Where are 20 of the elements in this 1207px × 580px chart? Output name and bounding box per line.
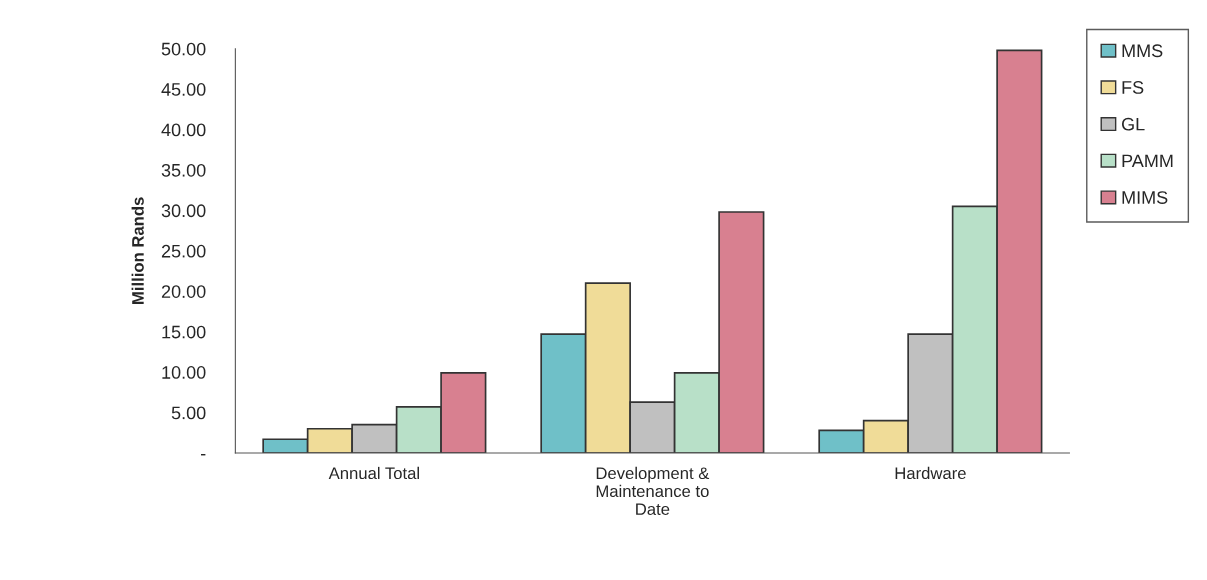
legend-label: MMS xyxy=(1122,44,1163,58)
y-tick-label: 30.00 xyxy=(161,204,206,218)
y-axis-title: Million Rands xyxy=(131,197,144,304)
legend-label: FS xyxy=(1122,81,1144,94)
y-tick-label: - xyxy=(200,454,206,456)
x-tick-label: Hardware xyxy=(895,466,966,480)
legend-label: PAMM xyxy=(1122,154,1173,168)
y-tick-label: 25.00 xyxy=(161,244,206,258)
y-tick-label: 45.00 xyxy=(161,83,206,96)
y-tick-label: 20.00 xyxy=(161,285,206,298)
x-tick-label: Development & Maintenance to Date xyxy=(596,466,710,516)
y-tick-label: 50.00 xyxy=(161,42,206,56)
y-tick-label: 35.00 xyxy=(161,163,206,177)
y-tick-label: 5.00 xyxy=(171,406,206,420)
legend-label: GL xyxy=(1121,117,1145,131)
y-tick-label: 15.00 xyxy=(162,325,206,339)
x-tick-label: Annual Total xyxy=(328,466,419,480)
legend-label: MIMS xyxy=(1122,191,1168,204)
y-tick-label: 40.00 xyxy=(161,123,206,137)
y-tick-label: 10.00 xyxy=(162,366,206,379)
